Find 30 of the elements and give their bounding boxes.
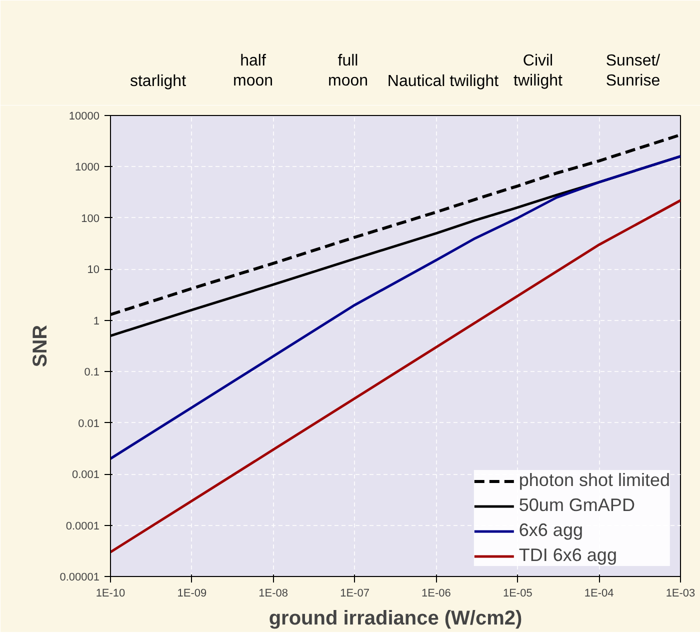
y-tick-label: 0.001 bbox=[72, 469, 100, 482]
y-tick-label: 10000 bbox=[68, 110, 100, 122]
legend-label: 6x6 agg bbox=[518, 520, 583, 541]
text: Sunset/ Sunrise bbox=[606, 52, 661, 90]
x-tick-label: 1E-10 bbox=[96, 588, 126, 600]
legend-label: 50um GmAPD bbox=[518, 495, 635, 516]
x-tick-label: 1E-05 bbox=[502, 588, 532, 600]
text: Nautical twilight bbox=[387, 72, 500, 90]
x-axis-title: ground irradiance (W/cm2) bbox=[268, 608, 522, 630]
text: Civil twilight bbox=[514, 52, 564, 90]
y-tick-label: 100 bbox=[81, 212, 100, 225]
x-tick-label: 1E-06 bbox=[422, 588, 451, 600]
text: half moon bbox=[232, 52, 274, 90]
legend-label: photon shot limited bbox=[518, 470, 670, 491]
text: starlight bbox=[130, 72, 187, 90]
y-tick-label: 0.1 bbox=[84, 366, 100, 379]
x-tick-label: 1E-07 bbox=[340, 588, 370, 600]
y-tick-label: 0.01 bbox=[78, 418, 100, 430]
y-tick-label: 1 bbox=[93, 315, 100, 328]
text: full moon bbox=[328, 52, 368, 90]
legend-label: TDI 6x6 agg bbox=[518, 545, 617, 566]
y-tick-label: 10 bbox=[87, 264, 100, 276]
x-tick-label: 1E-03 bbox=[666, 588, 696, 600]
y-axis-title: SNR bbox=[30, 324, 52, 368]
y-tick-label: 0.00001 bbox=[60, 572, 100, 584]
y-tick-label: 1000 bbox=[75, 162, 100, 174]
x-tick-label: 1E-08 bbox=[258, 588, 288, 600]
x-tick-label: 1E-04 bbox=[584, 588, 614, 600]
y-tick-label: 0.0001 bbox=[66, 520, 100, 532]
x-tick-label: 1E-09 bbox=[177, 588, 207, 600]
